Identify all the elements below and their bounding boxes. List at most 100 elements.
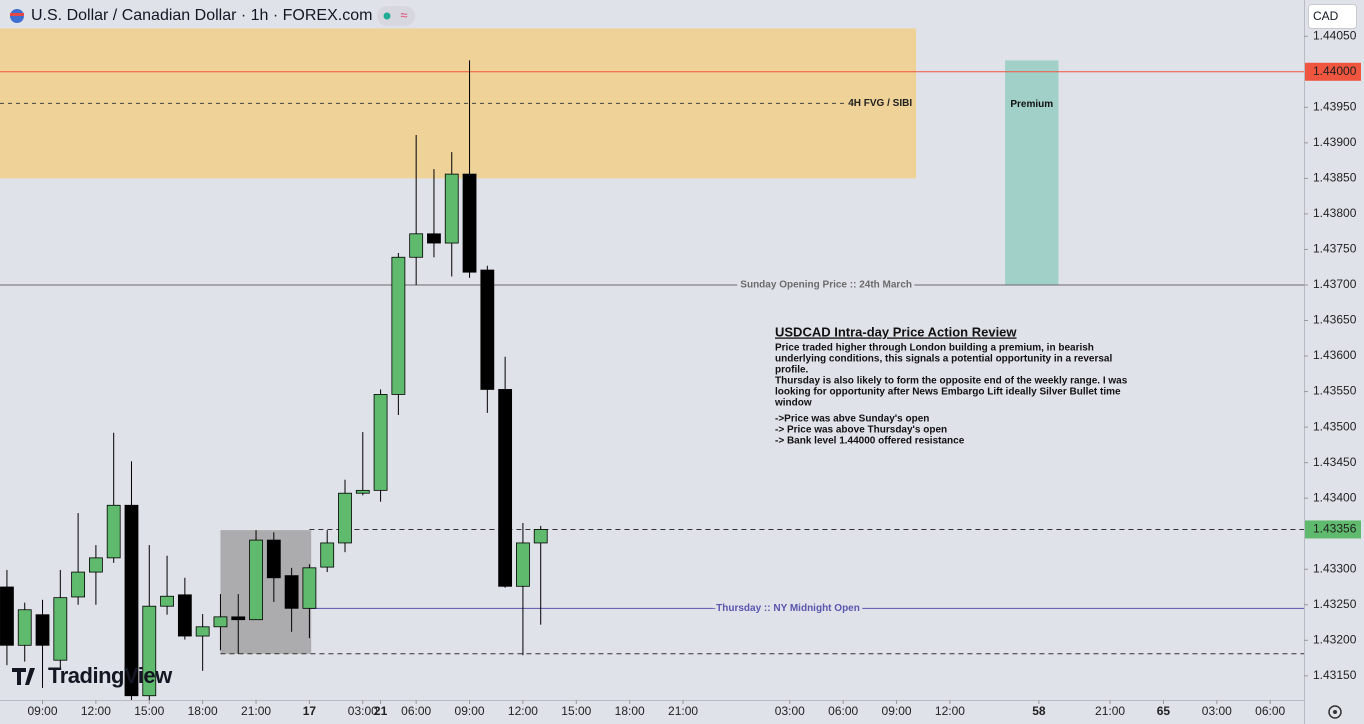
candle-body [177,594,192,637]
x-tick-label: 18:00 [615,704,645,718]
candle-body [35,614,50,646]
settings-icon-center [1333,710,1337,714]
currency-label[interactable]: CAD [1313,9,1339,23]
candle [71,513,86,605]
watermark: TradingView [48,663,173,688]
candle-body [213,616,228,628]
candle-body [71,571,86,598]
x-tick-label: 09:00 [882,704,912,718]
candle [533,525,548,625]
candle-body [533,529,548,544]
candle [320,530,335,573]
candle [516,523,530,656]
overlay: U.S. Dollar / Canadian Dollar · 1h · FOR… [10,4,1361,719]
status-icon: ≈ [400,7,407,22]
candle [160,555,174,615]
candle [89,545,103,605]
settings-icon[interactable] [1328,705,1342,719]
candle-body [89,557,103,573]
candle [391,252,406,416]
note-line: Price traded higher through London build… [775,343,1094,354]
candle-body [338,492,352,544]
candle-body [53,597,68,661]
candle [0,569,14,666]
y-tick-label: 1.43900 [1313,135,1357,149]
zone-label: 4H FVG / SIBI [848,98,912,109]
x-tick-label: 21:00 [1095,704,1125,718]
x-tick-label: 21:00 [241,704,271,718]
candle-body [302,567,317,609]
candle-body [409,233,424,258]
market-open-dot [383,12,391,20]
note-line: looking for opportunity after News Embar… [775,387,1121,398]
candle [213,594,228,651]
candle-body [498,389,513,587]
candle-body [160,595,174,607]
x-tick-label: 65 [1157,704,1171,718]
candle [462,60,477,278]
y-tick-label: 1.43400 [1313,490,1357,504]
candle [409,135,424,285]
note-line: -> Price was above Thursday's open [775,425,947,436]
candle [302,564,317,639]
currency-button[interactable] [1308,4,1357,29]
level-label: Thursday :: NY Midnight Open [716,603,860,614]
candle-body [391,256,406,395]
candle-body [142,605,157,697]
candle [444,152,459,277]
candle-body [373,394,388,491]
zone-label: Premium [1010,99,1053,110]
candle [17,602,32,662]
status-badge[interactable] [377,6,415,26]
y-tick-label: 1.43650 [1313,313,1357,327]
price-axis-badge [1305,62,1361,81]
x-tick-label: 06:00 [1255,704,1285,718]
level-label: Sunday Opening Price :: 24th March [740,280,912,291]
candle-body [124,504,139,697]
x-tick-label: 58 [1032,704,1046,718]
x-tick-label: 09:00 [455,704,485,718]
candle [284,567,299,632]
candle-body [195,626,210,637]
candle [249,530,263,621]
candle [53,569,68,669]
x-tick-label: 03:00 [1202,704,1232,718]
candle-body [106,504,121,559]
candle [266,532,281,602]
x-tick-label: 18:00 [188,704,218,718]
note-title: USDCAD Intra-day Price Action Review [775,324,1017,339]
candle [338,479,352,553]
note-line: ->Price was abve Sunday's open [775,414,929,425]
candle [106,432,121,563]
x-tick-label: 21 [374,704,388,718]
y-tick-label: 1.43850 [1313,171,1357,185]
candle [35,599,50,688]
candle [427,169,441,258]
price-axis-badge [1305,520,1361,539]
note-line: window [774,398,812,409]
candle-body [266,539,281,579]
x-tick-label: 17 [303,704,317,718]
candle-body [0,586,14,646]
y-tick-label: 1.43700 [1313,277,1357,291]
watermark-logo [12,668,35,685]
x-tick-label: 03:00 [348,704,378,718]
y-tick-label: 1.43150 [1313,668,1357,682]
y-tick-label: 1.43800 [1313,206,1357,220]
note-line: Thursday is also likely to form the oppo… [775,376,1128,387]
y-tick-label: 1.43300 [1313,561,1357,575]
candle-body [284,575,299,609]
candle-body [462,173,477,273]
symbol-flag [10,13,24,16]
candle [124,461,139,700]
candle-body [249,539,263,621]
y-tick-label: 1.43600 [1313,348,1357,362]
y-tick-label: 1.43950 [1313,99,1357,113]
candle-body [516,542,530,587]
candle-body [480,269,495,390]
x-tick-label: 15:00 [561,704,591,718]
candle [231,594,246,654]
price-axis-badge-label: 1.44000 [1313,64,1357,78]
